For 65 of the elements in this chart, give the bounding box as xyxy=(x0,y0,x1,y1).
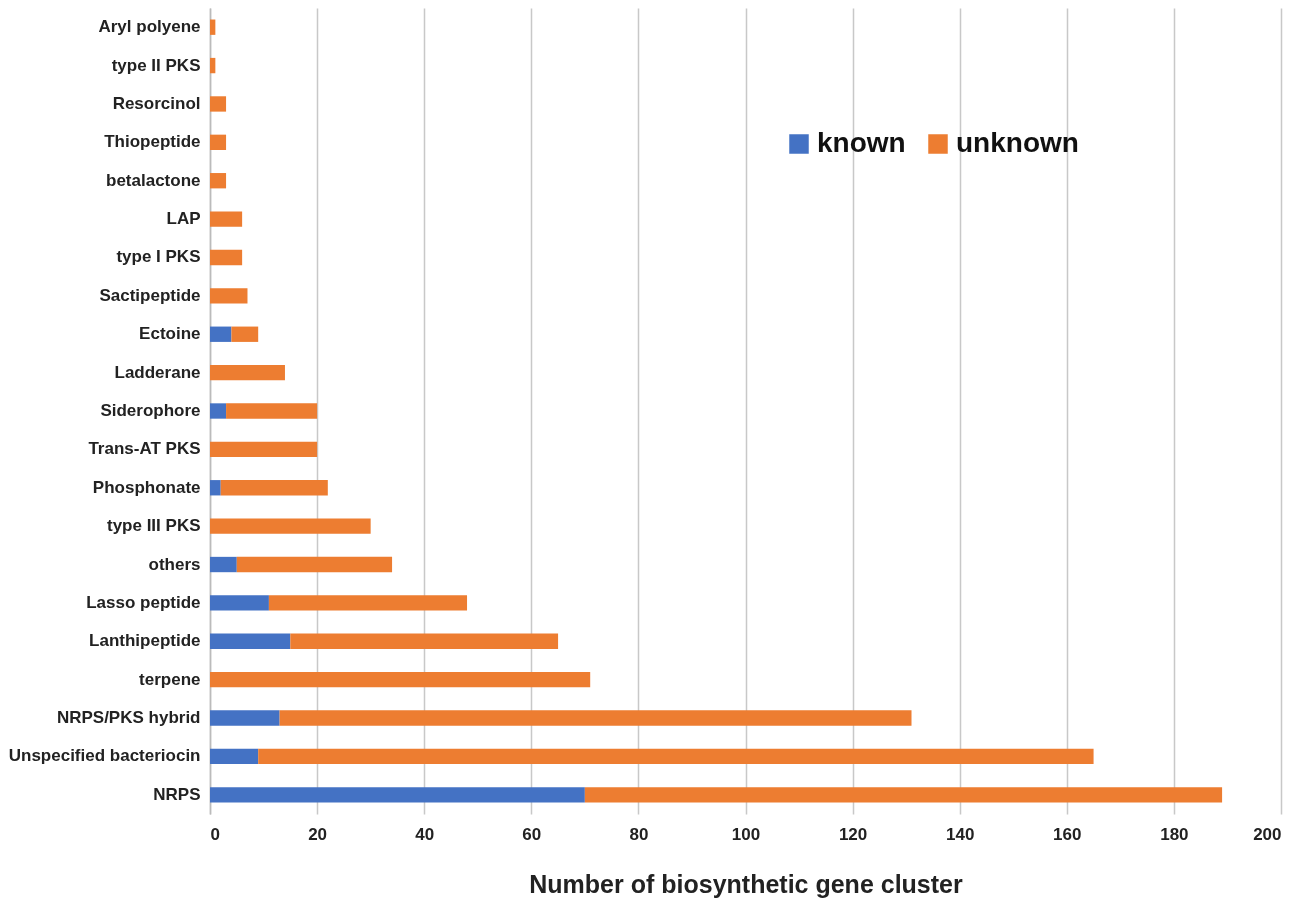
x-tick-label: 120 xyxy=(838,824,868,844)
x-tick-label: 0 xyxy=(210,824,220,844)
legend-label: unknown xyxy=(956,127,1079,158)
x-tick-label: 80 xyxy=(629,824,649,844)
bar xyxy=(210,134,227,151)
y-tick-label: Unspecified bacteriocin xyxy=(8,746,201,766)
y-tick-label: NRPS xyxy=(153,784,201,804)
bar xyxy=(210,671,591,688)
x-tick-label: 200 xyxy=(1253,824,1282,844)
bar xyxy=(210,480,221,496)
bar xyxy=(584,787,1223,803)
bar xyxy=(210,96,227,112)
y-tick-label: type II PKS xyxy=(111,55,201,75)
y-tick-label: Aryl polyene xyxy=(98,17,201,37)
y-tick-label: terpene xyxy=(139,669,201,689)
bar xyxy=(210,211,243,227)
y-tick-label: Trans-AT PKS xyxy=(88,439,201,459)
y-tick-label: betalactone xyxy=(106,170,201,190)
bar xyxy=(210,633,291,649)
bar xyxy=(210,57,216,74)
y-tick-label: type I PKS xyxy=(116,247,201,267)
y-tick-label: Lanthipeptide xyxy=(89,631,201,651)
x-tick-label: 100 xyxy=(731,824,761,844)
x-axis-title: Number of biosynthetic gene cluster xyxy=(529,869,963,898)
bar xyxy=(210,173,227,189)
bar xyxy=(210,710,280,726)
bar xyxy=(210,19,216,35)
y-tick-label: type III PKS xyxy=(106,516,201,536)
bar xyxy=(268,595,468,611)
bar xyxy=(220,480,328,496)
y-tick-label: Sactipeptide xyxy=(99,285,201,305)
x-tick-label: 180 xyxy=(1160,824,1189,844)
y-tick-label: Phosphonate xyxy=(92,477,201,497)
y-tick-label: Ectoine xyxy=(139,324,201,344)
bar xyxy=(231,326,259,342)
bar xyxy=(210,364,285,381)
y-tick-label: Ladderane xyxy=(114,362,201,382)
x-tick-label: 60 xyxy=(522,824,542,844)
bar xyxy=(279,710,912,726)
y-tick-label: others xyxy=(148,554,201,574)
bar xyxy=(226,403,318,419)
bar xyxy=(210,518,371,534)
y-tick-label: Thiopeptide xyxy=(104,132,201,152)
y-tick-label: Siderophore xyxy=(100,401,201,420)
bar xyxy=(210,441,318,458)
bar xyxy=(210,326,232,342)
x-tick-label: 40 xyxy=(415,824,435,844)
bar xyxy=(210,288,248,304)
y-tick-label: LAP xyxy=(166,209,201,229)
bar xyxy=(258,748,1094,765)
y-tick-label: Lasso peptide xyxy=(86,592,201,612)
x-tick-label: 140 xyxy=(946,824,975,844)
bar xyxy=(210,787,585,803)
x-tick-label: 160 xyxy=(1053,824,1082,844)
bar xyxy=(290,633,559,649)
x-tick-label: 20 xyxy=(308,824,328,844)
bar xyxy=(210,249,243,266)
bar xyxy=(236,556,393,573)
bar xyxy=(210,748,259,765)
bar xyxy=(210,556,237,573)
bar xyxy=(210,595,269,611)
bar xyxy=(210,403,227,419)
legend-label: known xyxy=(817,127,906,158)
y-tick-label: NRPS/PKS hybrid xyxy=(56,708,201,728)
y-tick-label: Resorcinol xyxy=(112,93,201,113)
